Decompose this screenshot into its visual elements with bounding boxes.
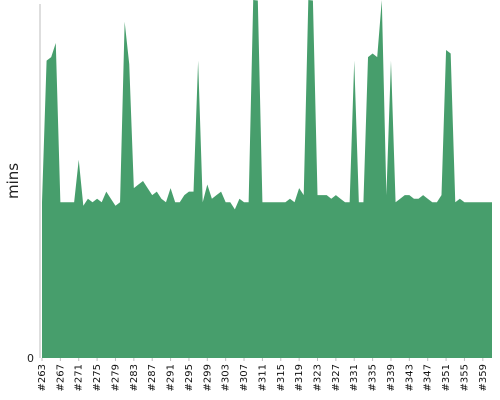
x-tick-label: #291 [166, 364, 177, 391]
x-tick-label: #263 [37, 364, 48, 391]
x-tick-label: #267 [55, 364, 66, 391]
x-tick-label: #323 [313, 364, 324, 391]
x-tick-label: #355 [459, 364, 470, 391]
x-tick-label: #303 [221, 364, 232, 391]
x-tick-label: #315 [276, 364, 287, 391]
y-axis-label: mins [4, 163, 22, 199]
y-tick-label-0: 0 [27, 352, 34, 365]
x-tick-label: #283 [129, 364, 140, 391]
x-tick-label: #327 [331, 364, 342, 391]
area-layer [42, 0, 492, 358]
x-tick-label: #331 [349, 364, 360, 391]
x-tick-label: #351 [441, 364, 452, 391]
x-tick-label: #335 [368, 364, 379, 391]
x-tick-label: #299 [202, 364, 213, 391]
x-tick-label: #275 [92, 364, 103, 391]
x-tick-label: #339 [386, 364, 397, 391]
x-tick-label: #319 [294, 364, 305, 391]
x-tick-layer: #263 #267 #271 #275 #279 #283 #287 #291 #295 #299… [37, 358, 489, 391]
x-tick-label: #271 [74, 364, 85, 391]
x-tick-label: #343 [404, 364, 415, 391]
x-tick-label: #359 [478, 364, 489, 391]
x-tick-label: #307 [239, 364, 250, 391]
x-tick-label: #295 [184, 364, 195, 391]
x-tick-label: #279 [110, 364, 121, 391]
area-series [42, 0, 492, 358]
x-tick-label: #347 [423, 364, 434, 391]
x-tick-label: #287 [147, 364, 158, 391]
x-tick-label: #311 [257, 364, 268, 391]
